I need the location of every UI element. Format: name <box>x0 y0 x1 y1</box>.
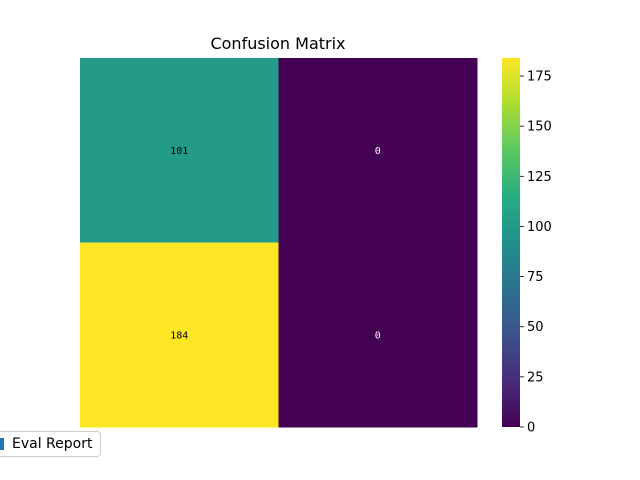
colorbar-tick-label: 100 <box>527 220 552 235</box>
colorbar-ticks: 0 25 50 75 100 125 150 175 <box>520 70 552 436</box>
legend-label: Eval Report <box>12 436 93 452</box>
heatmap-cell-1-0 <box>80 242 279 428</box>
cell-value-label-1-1: 0 <box>375 330 381 341</box>
cell-value-label-0-1: 0 <box>375 146 381 157</box>
heatmap-cells: 101 0 184 0 <box>80 58 478 428</box>
colorbar <box>502 58 520 427</box>
chart-title: Confusion Matrix <box>210 34 345 53</box>
colorbar-tick-label: 75 <box>527 270 544 285</box>
heatmap-cell-0-0 <box>80 58 279 243</box>
cell-value-label-0-0: 101 <box>170 146 188 157</box>
cell-value-label-1-0: 184 <box>170 330 188 341</box>
heatmap-cell-1-1 <box>278 242 478 428</box>
legend: Eval Report <box>0 431 102 457</box>
legend-swatch <box>0 438 4 450</box>
heatmap-cell-0-1 <box>278 58 478 243</box>
colorbar-tick-label: 50 <box>527 320 544 335</box>
colorbar-tick-label: 150 <box>527 120 552 135</box>
colorbar-tick-label: 175 <box>527 70 552 85</box>
colorbar-tick-label: 125 <box>527 170 552 185</box>
colorbar-tick-label: 25 <box>527 370 544 385</box>
colorbar-tick-label: 0 <box>527 421 535 436</box>
